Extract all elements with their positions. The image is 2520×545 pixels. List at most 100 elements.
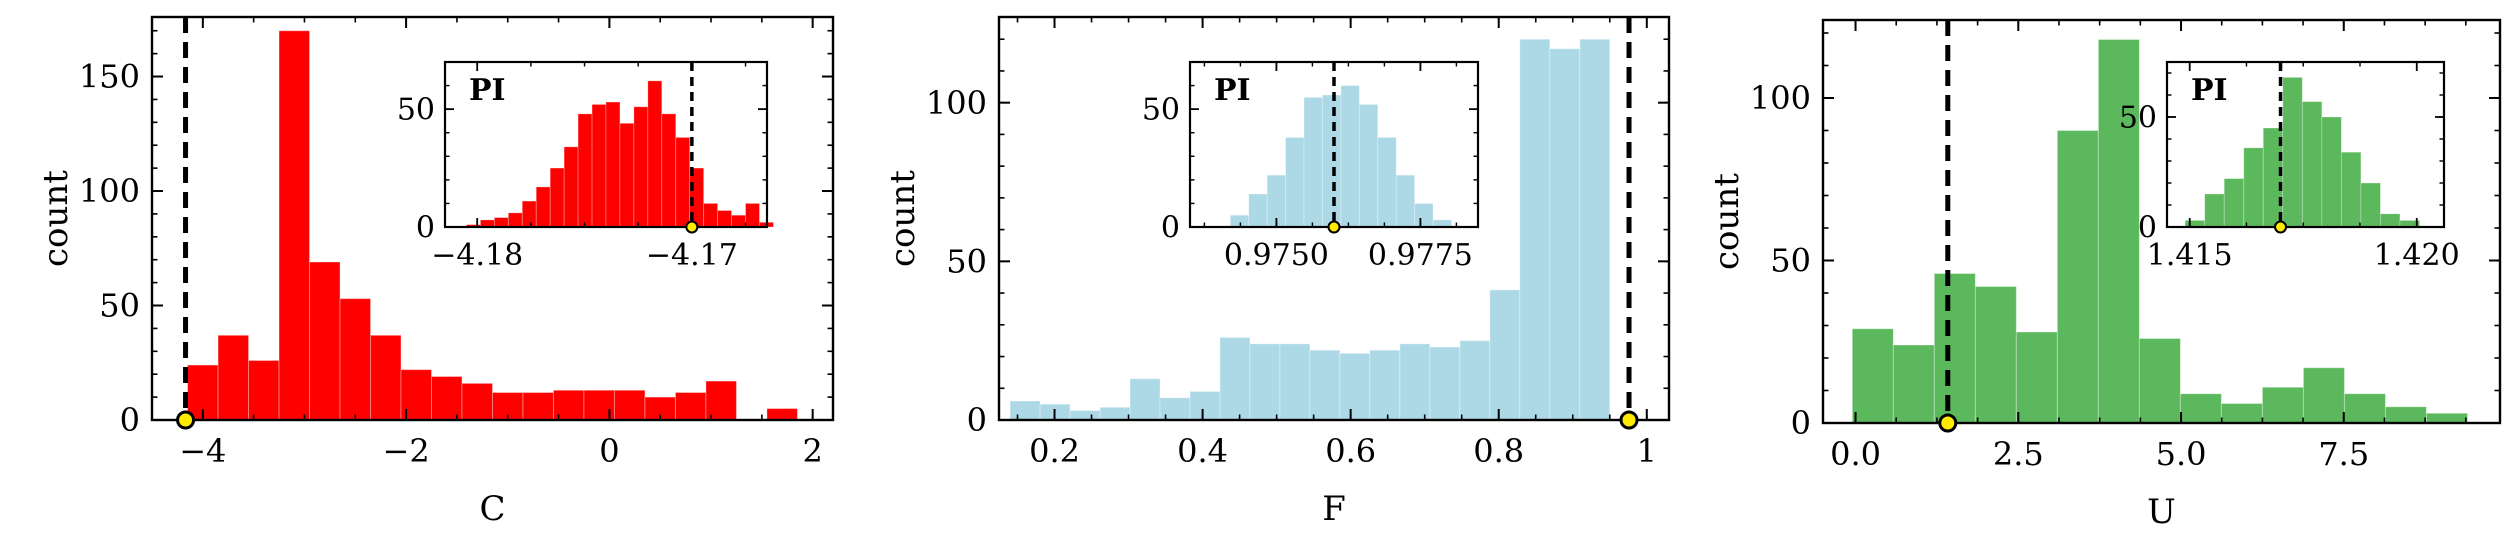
main-bar	[217, 334, 250, 421]
inset-bar	[1285, 137, 1305, 228]
main-bar	[1892, 344, 1935, 424]
main-bar	[461, 382, 494, 421]
inset-bar	[2380, 213, 2401, 228]
inset-bar	[2204, 193, 2225, 228]
x-axis-label: U	[2147, 492, 2176, 532]
main-bar	[1339, 352, 1371, 421]
inset-ytick-label: 0	[2138, 211, 2157, 246]
main-ytick-label: 50	[1770, 242, 1811, 280]
inset-reference-marker	[1327, 220, 1341, 234]
inset-bar	[1248, 193, 1268, 228]
inset-bar	[2301, 101, 2323, 228]
main-bar	[1219, 337, 1251, 421]
inset-bar	[731, 214, 746, 228]
main-frame	[1821, 18, 2502, 425]
main-bar	[1579, 38, 1611, 421]
main-reference-marker	[1938, 413, 1958, 433]
inset-ytick-label: 50	[397, 93, 435, 128]
main-bar	[1399, 343, 1431, 421]
main-xtick-label: 5.0	[2156, 435, 2207, 473]
inset-bar	[661, 113, 677, 228]
main-reference-marker	[176, 410, 196, 430]
inset-bar	[2223, 178, 2245, 228]
main-xtick-label: 2	[802, 432, 822, 470]
inset-bar	[1229, 214, 1250, 228]
main-bar	[2179, 393, 2222, 424]
inset-frame	[2165, 60, 2446, 229]
y-axis-label: count	[883, 170, 923, 267]
inset-bar	[619, 122, 635, 228]
inset-bar	[605, 101, 621, 228]
main-bar	[2015, 331, 2058, 424]
main-bar	[278, 30, 311, 421]
main-bar	[2056, 130, 2099, 424]
main-xtick-label: 0.6	[1325, 432, 1376, 470]
inset-bars	[1229, 85, 1452, 228]
inset-bar	[2360, 182, 2381, 228]
main-ytick-label: 100	[926, 84, 987, 122]
main-bar	[1069, 409, 1101, 421]
main-bar	[1309, 349, 1341, 421]
main-bar	[1489, 289, 1521, 421]
inset-bar	[717, 210, 732, 228]
main-bar	[1851, 328, 1894, 424]
inset-f: 0.9750 0.9775 0 50 PI	[1142, 60, 1480, 273]
main-bar	[1009, 400, 1041, 421]
inset-frame	[443, 60, 769, 229]
inset-bar	[2282, 77, 2303, 228]
inset-bar	[591, 104, 607, 228]
main-xtick-label: 7.5	[2318, 435, 2369, 473]
inset-xtick-label: 1.420	[2374, 238, 2460, 273]
main-frame	[150, 15, 835, 422]
y-axis-label: count	[1707, 173, 1747, 270]
main-bar	[309, 261, 341, 421]
inset-title: PI	[1214, 73, 1251, 108]
main-ytick-label: 0	[120, 401, 140, 439]
inset-bar	[633, 106, 649, 228]
main-ytick-label: 50	[946, 243, 987, 281]
inset-bar	[535, 186, 551, 228]
inset-xtick-label: 0.9775	[1368, 238, 1473, 273]
inset-bar	[675, 137, 691, 228]
main-ytick-label: 0	[1791, 404, 1811, 442]
inset-bar	[1322, 94, 1342, 228]
main-xtick-label: 0	[599, 432, 619, 470]
y-axis-label: count	[36, 170, 76, 267]
inset-bars	[466, 80, 774, 228]
main-ytick-label: 0	[967, 401, 987, 439]
main-ytick-label: 100	[1750, 79, 1811, 117]
inset-bar	[507, 212, 523, 228]
inset-xtick-label: 1.415	[2147, 238, 2233, 273]
main-bar	[2384, 406, 2427, 424]
inset-xtick-label: 0.9750	[1224, 238, 1329, 273]
main-bar	[1369, 349, 1401, 421]
main-bar	[1189, 390, 1221, 421]
x-axis-label: C	[479, 489, 505, 529]
main-bar	[705, 380, 737, 421]
main-bars	[1009, 38, 1611, 421]
main-bar	[2302, 367, 2345, 424]
main-bar	[1279, 343, 1311, 421]
main-bar	[1974, 286, 2017, 424]
main-bar	[1249, 343, 1281, 421]
inset-bar	[577, 113, 593, 228]
inset-bar	[1395, 174, 1416, 228]
inset-bar	[2340, 151, 2362, 228]
main-xtick-label: 1	[1637, 432, 1657, 470]
main-bar	[1099, 406, 1131, 421]
inset-bar	[647, 80, 663, 228]
main-xtick-label: −4	[179, 432, 226, 470]
main-bar	[1519, 38, 1551, 421]
main-xtick-label: 0.0	[1830, 435, 1881, 473]
inset-bar	[703, 203, 719, 228]
main-bar	[431, 375, 463, 421]
main-ytick-label: 50	[99, 287, 140, 325]
main-bar	[2425, 412, 2468, 424]
inset-bar	[1358, 104, 1379, 228]
main-bars	[187, 30, 798, 421]
main-bars	[1851, 39, 2468, 424]
main-bar	[766, 408, 798, 421]
main-xtick-label: −2	[383, 432, 430, 470]
